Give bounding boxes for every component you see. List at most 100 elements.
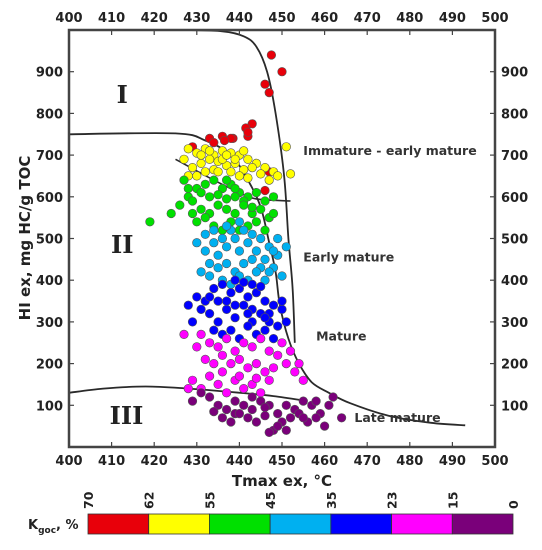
data-point — [226, 167, 236, 177]
data-point — [217, 413, 227, 423]
data-point — [222, 404, 232, 415]
data-point — [247, 229, 257, 239]
data-point — [247, 254, 257, 264]
data-point — [230, 233, 240, 244]
data-point — [192, 342, 202, 352]
y-tick-label-right: 200 — [501, 358, 528, 373]
data-point — [205, 154, 215, 164]
data-point — [251, 267, 261, 277]
data-point — [166, 208, 176, 219]
data-point — [311, 413, 321, 423]
data-point — [264, 427, 274, 438]
data-point — [219, 135, 230, 146]
data-point — [234, 217, 244, 227]
y-tick-label: 500 — [36, 233, 63, 248]
x-tick-label: 440 — [226, 454, 253, 469]
maturity-annotation: Immature - early mature — [303, 143, 476, 158]
data-point — [145, 217, 155, 227]
data-point — [222, 304, 232, 315]
x-tick-label-top: 500 — [481, 11, 508, 26]
kerogen-type-label: II — [111, 230, 133, 259]
data-point — [187, 208, 198, 219]
x-tick-label: 400 — [55, 454, 82, 469]
data-point — [196, 329, 206, 340]
data-point — [213, 263, 223, 273]
x-tick-label-top: 480 — [396, 11, 423, 26]
data-point — [247, 119, 257, 129]
data-point — [260, 254, 270, 264]
data-point — [273, 409, 283, 419]
data-point — [187, 317, 198, 327]
data-point — [298, 375, 308, 385]
data-point — [209, 325, 219, 335]
data-point — [251, 373, 261, 383]
data-point — [213, 400, 223, 410]
data-point — [243, 413, 253, 423]
data-point — [196, 304, 206, 315]
data-point — [324, 400, 334, 410]
data-point — [200, 179, 210, 189]
colorbar-tick-label: 55 — [202, 492, 217, 509]
x-tick-label: 420 — [141, 454, 168, 469]
data-point — [183, 300, 193, 310]
data-point — [256, 388, 266, 398]
data-point — [281, 142, 291, 152]
data-point — [268, 208, 279, 219]
data-point — [251, 217, 261, 227]
data-point — [179, 154, 189, 164]
x-tick-label-top: 440 — [226, 11, 253, 26]
y-tick-label: 800 — [36, 107, 63, 122]
data-point — [260, 325, 270, 335]
data-point — [239, 225, 249, 235]
data-point — [298, 396, 308, 406]
data-point — [205, 292, 215, 302]
data-point — [205, 192, 215, 202]
data-point — [200, 354, 210, 365]
data-point — [213, 342, 223, 352]
data-point — [281, 425, 291, 435]
data-point — [230, 313, 240, 323]
y-tick-label-right: 700 — [501, 149, 528, 164]
data-point — [243, 238, 253, 248]
data-point — [179, 329, 189, 340]
data-point — [226, 288, 236, 298]
data-point — [264, 267, 274, 277]
data-point — [251, 359, 261, 369]
colorbar-segment — [330, 513, 392, 535]
colorbar-segment — [391, 513, 453, 535]
colorbar-tick-label: 0 — [506, 500, 521, 509]
data-point — [234, 171, 244, 181]
data-point — [209, 407, 219, 417]
y-tick-label-right: 800 — [501, 107, 528, 122]
data-point — [260, 196, 270, 206]
data-point — [213, 250, 223, 260]
data-point — [260, 275, 270, 285]
axis-ticks: 400 400 410 410 420 420 430 430 440 440 450 450 460 4… — [36, 11, 528, 469]
data-point — [260, 163, 270, 173]
data-point — [187, 196, 198, 206]
data-point — [256, 281, 266, 292]
data-point — [298, 413, 308, 423]
colorbar: 70 62 55 45 35 23 15 0 Kgoc, % — [28, 491, 521, 536]
data-point — [239, 277, 249, 287]
data-point — [277, 338, 287, 348]
data-point — [277, 296, 287, 306]
data-point — [239, 200, 249, 210]
data-point — [230, 154, 240, 164]
data-point — [239, 400, 249, 410]
maturity-annotation: Early mature — [303, 249, 394, 264]
data-point — [209, 238, 219, 248]
y-tick-label: 200 — [36, 358, 63, 373]
data-point — [222, 258, 232, 269]
x-tick-label: 480 — [396, 454, 423, 469]
y-tick-label: 900 — [36, 66, 63, 81]
data-point — [320, 421, 330, 431]
x-tick-label: 470 — [354, 454, 381, 469]
data-point — [230, 396, 240, 406]
data-point — [251, 188, 261, 198]
data-point — [277, 67, 287, 77]
kerogen-type-label: I — [117, 80, 128, 109]
data-point — [192, 238, 202, 248]
data-point — [200, 246, 210, 256]
maturity-annotation: Late mature — [354, 410, 440, 425]
